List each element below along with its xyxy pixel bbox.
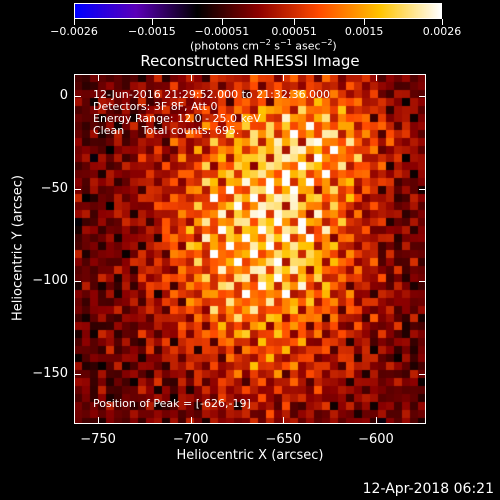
colorbar-tick-mark — [152, 19, 153, 25]
y-tick-label: 0 — [59, 88, 68, 104]
chart-title: Reconstructed RHESSI Image — [140, 52, 360, 70]
colorbar-tick-label: 0.00051 — [271, 25, 317, 38]
colorbar-tick-mark — [222, 19, 223, 25]
annotation-detectors: Detectors: 3F 8F, Att 0 — [93, 100, 218, 113]
colorbar-tick-mark — [294, 19, 295, 25]
x-tick-mark — [98, 417, 99, 424]
colorbar-tick-label: −0.0026 — [50, 25, 98, 38]
y-tick-mark — [74, 189, 81, 190]
y-tick-mark — [74, 96, 81, 97]
colorbar-tick-label: 0.0026 — [422, 25, 462, 38]
x-tick-label: −700 — [172, 432, 209, 447]
x-tick-mark — [283, 74, 284, 81]
colorbar-tick-mark — [74, 19, 75, 25]
colorbar — [74, 3, 442, 19]
x-tick-mark — [376, 417, 377, 424]
y-tick-mark — [419, 281, 426, 282]
x-axis-label: Heliocentric X (arcsec) — [176, 448, 324, 463]
annotation-energy-range: Energy Range: 12.0 - 25.0 keV — [93, 112, 261, 125]
x-tick-mark — [283, 417, 284, 424]
y-tick-mark — [419, 189, 426, 190]
colorbar-tick-label: −0.00051 — [194, 25, 250, 38]
y-tick-label: −100 — [32, 273, 68, 289]
x-tick-label: −750 — [80, 432, 116, 447]
y-tick-mark — [74, 281, 81, 282]
colorbar-tick-mark — [364, 19, 365, 25]
x-tick-mark — [98, 74, 99, 81]
plot-timestamp: 12-Apr-2018 06:21 — [362, 481, 494, 497]
annotation-peak-position: Position of Peak = [-626,-19] — [93, 397, 251, 410]
y-axis-label: Heliocentric Y (arcsec) — [10, 175, 26, 321]
y-tick-label: −50 — [40, 180, 68, 196]
x-tick-label: −650 — [265, 432, 302, 447]
x-tick-label: −600 — [358, 432, 394, 447]
heatmap-image — [74, 74, 426, 424]
annotation-clean: Clean Total counts: 695. — [93, 124, 240, 137]
y-tick-label: −150 — [32, 366, 68, 381]
annotation-time-range: 12-Jun-2016 21:29:52.000 to 21:32:36.000 — [93, 88, 331, 101]
x-tick-mark — [191, 74, 192, 81]
colorbar-tick-mark — [442, 19, 443, 25]
colorbar-units: (photons cm−2 s−1 asec−2) — [190, 38, 337, 53]
x-tick-mark — [191, 417, 192, 424]
y-tick-mark — [74, 374, 81, 375]
y-tick-mark — [419, 96, 426, 97]
x-tick-mark — [376, 74, 377, 81]
colorbar-tick-label: −0.0015 — [127, 25, 176, 38]
y-tick-mark — [419, 374, 426, 375]
colorbar-tick-label: 0.0015 — [344, 25, 384, 38]
